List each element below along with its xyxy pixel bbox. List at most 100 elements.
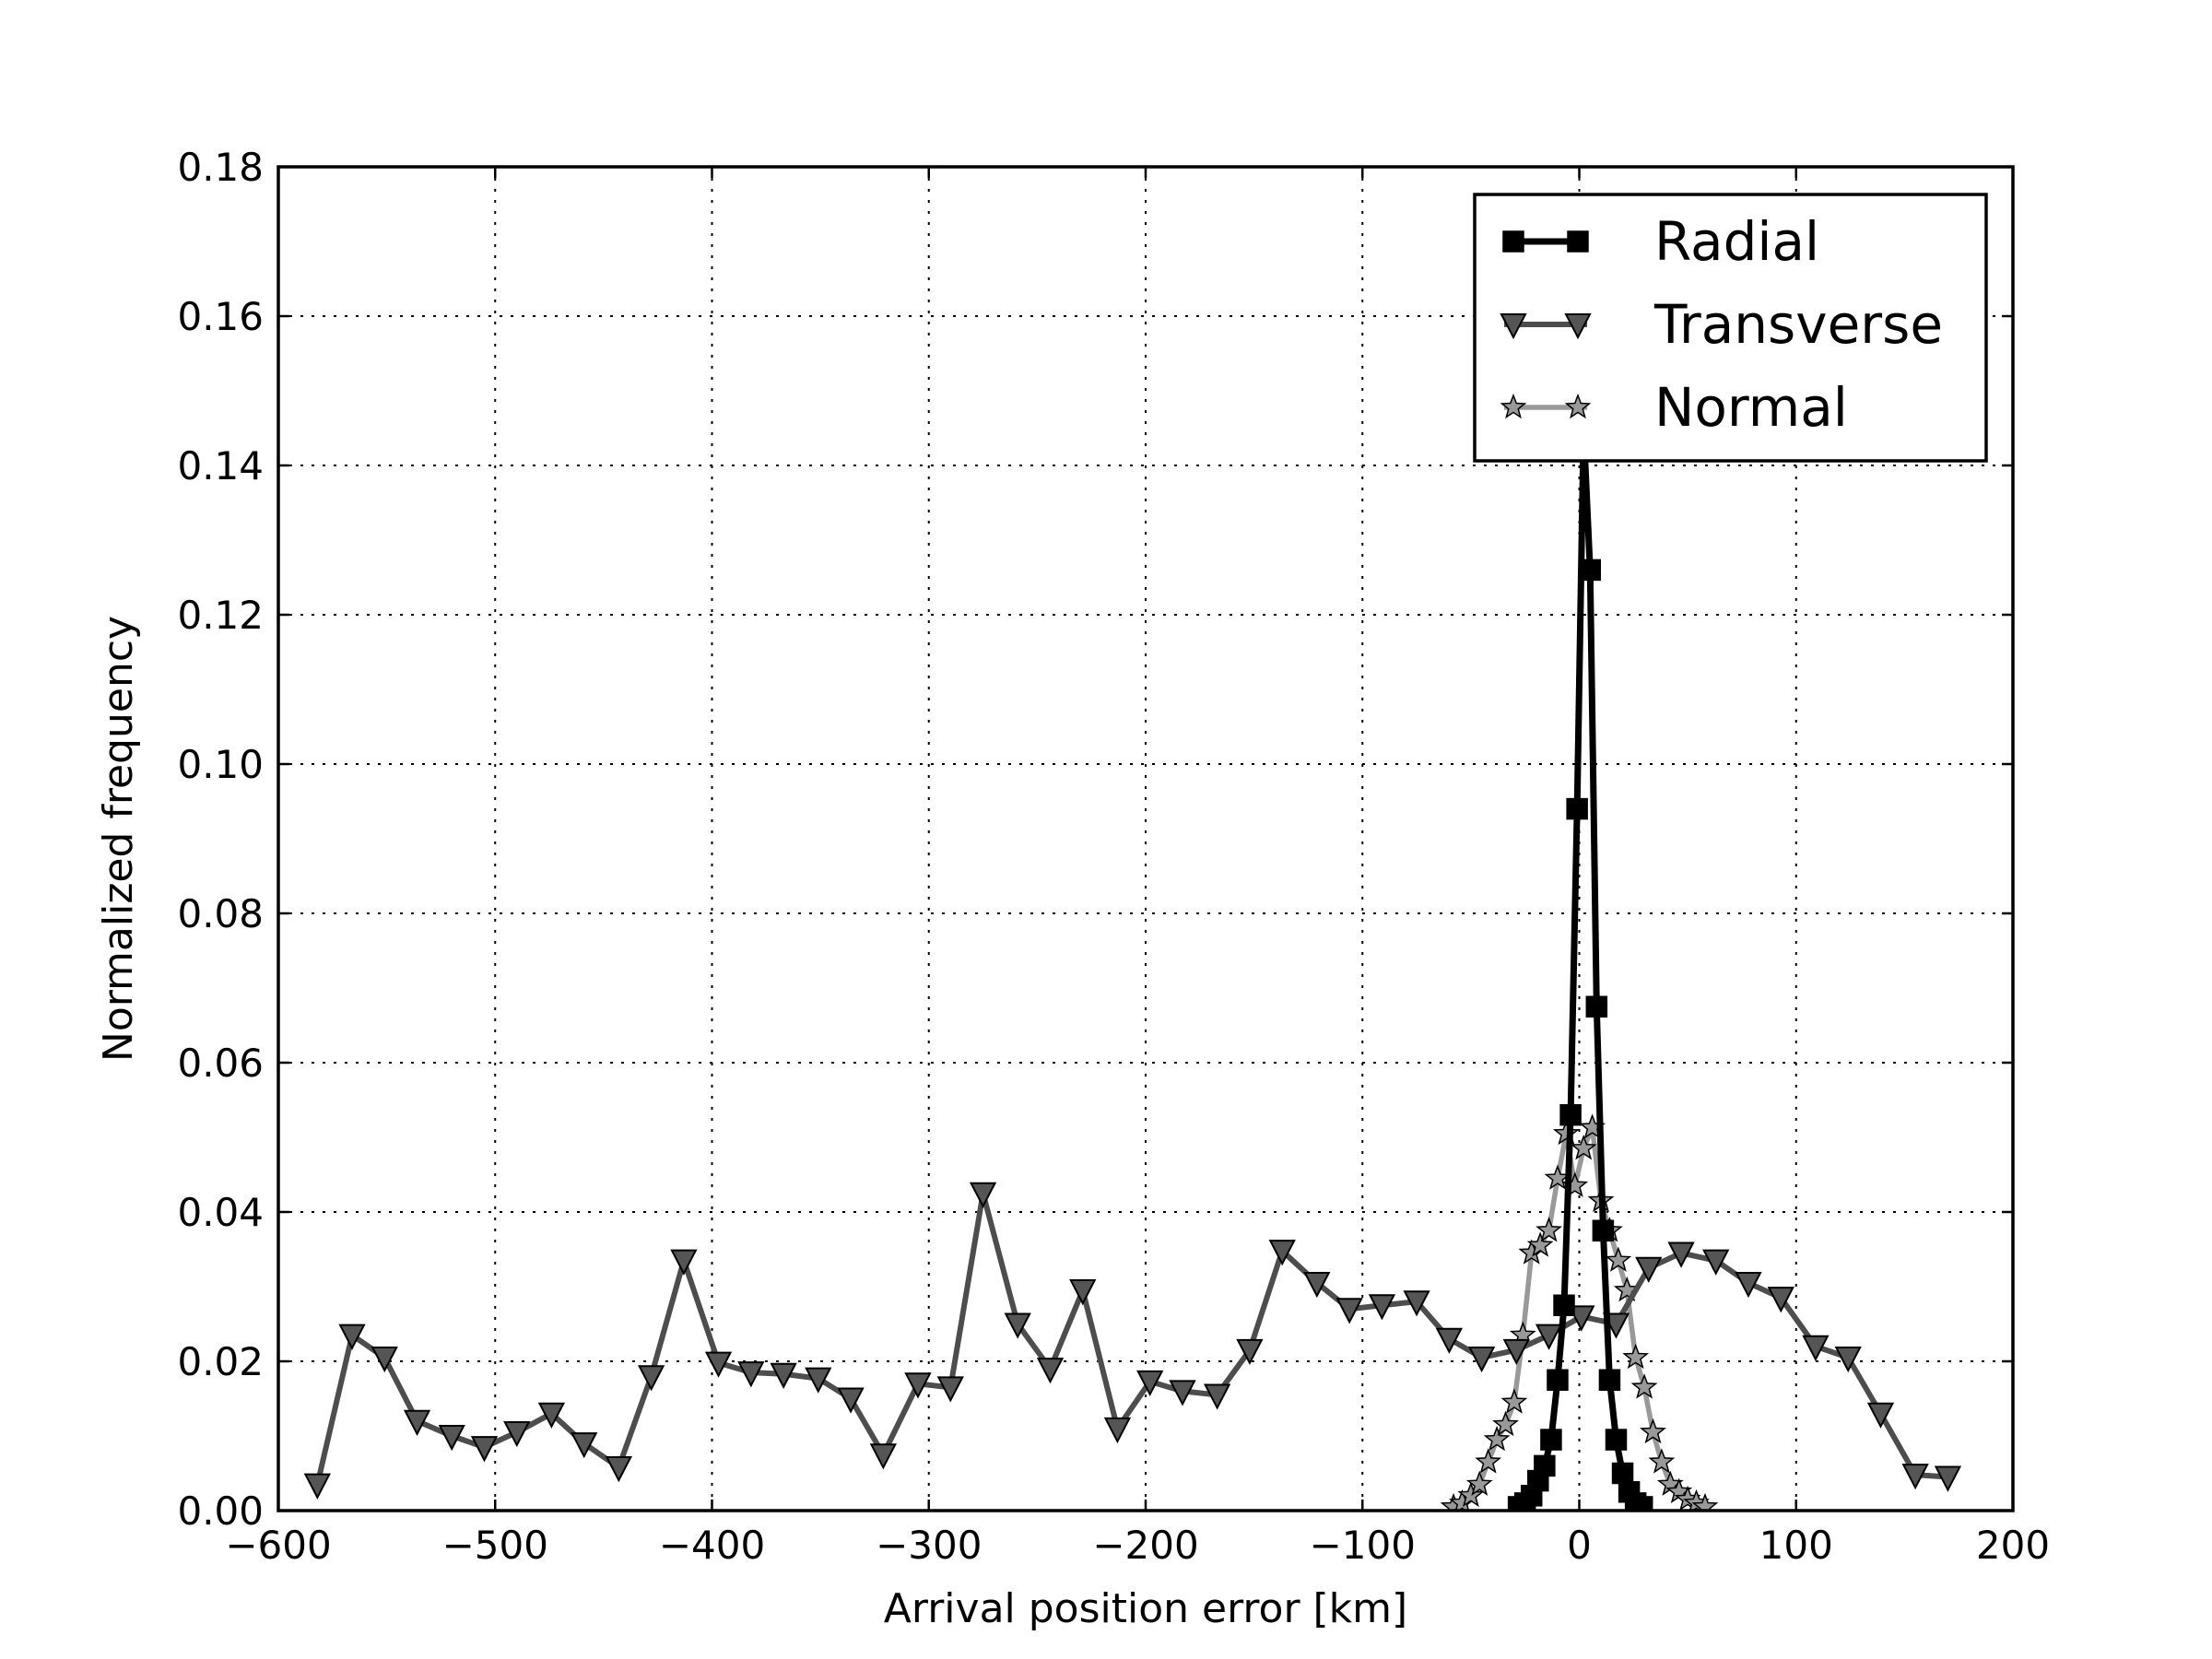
data-point-normal (1526, 1231, 1554, 1257)
data-point-transverse (1834, 1346, 1862, 1373)
x-tick-label: −400 (659, 1523, 765, 1568)
legend-label: Normal (1654, 376, 1848, 439)
data-point-transverse (503, 1420, 531, 1448)
data-point-transverse (670, 1249, 698, 1276)
data-point-transverse (936, 1376, 964, 1403)
data-point-transverse (371, 1346, 398, 1373)
data-point-transverse (1467, 1346, 1496, 1373)
data-point-normal (1465, 1470, 1493, 1496)
data-point-transverse (904, 1372, 932, 1399)
data-point-normal (1492, 1410, 1519, 1437)
data-point-transverse (1236, 1338, 1264, 1366)
data-point-transverse (869, 1443, 897, 1470)
data-point-transverse (1702, 1249, 1730, 1276)
data-point-transverse (303, 1473, 331, 1500)
data-point-normal (1648, 1448, 1676, 1474)
y-tick-label: 0.12 (177, 593, 264, 638)
x-tick-label: −300 (876, 1523, 982, 1568)
data-point-normal (1622, 1343, 1650, 1370)
data-point-transverse (1368, 1294, 1396, 1321)
data-point-normal (1475, 1448, 1502, 1474)
y-tick-label: 0.06 (177, 1041, 264, 1086)
data-point-normal (1457, 1481, 1485, 1508)
data-point-transverse (1735, 1271, 1762, 1299)
data-point-transverse (737, 1361, 765, 1388)
legend-entry-radial: Radial (1502, 210, 1819, 273)
data-point-transverse (837, 1387, 865, 1414)
data-point-radial (1540, 1429, 1562, 1451)
series-transverse (303, 1182, 1962, 1500)
series-layer (303, 417, 1962, 1511)
data-point-transverse (1767, 1287, 1794, 1313)
legend-marker (1502, 230, 1524, 253)
data-point-normal (1605, 1246, 1632, 1272)
data-point-normal (1535, 1217, 1562, 1242)
data-point-transverse (1802, 1335, 1830, 1361)
x-tick-label: −200 (1092, 1523, 1198, 1568)
legend-marker (1564, 393, 1592, 419)
x-tick-labels: −600 −500 −400 −300 −200 −100 0 100 200 (225, 1523, 2050, 1568)
data-point-transverse (704, 1351, 733, 1378)
data-point-transverse (1169, 1380, 1196, 1406)
data-point-transverse (1502, 1338, 1530, 1366)
data-point-normal (1640, 1418, 1666, 1444)
data-point-normal (1570, 1135, 1597, 1160)
x-tick-label: 200 (1976, 1523, 2050, 1568)
data-point-transverse (1535, 1324, 1563, 1350)
data-point-transverse (1069, 1279, 1097, 1306)
y-tick-labels: 0.00 0.02 0.04 0.06 0.08 0.10 0.12 0.14 0.16 0.18 (177, 145, 264, 1534)
data-point-radial (1534, 1454, 1556, 1477)
y-axis-label: Normalized frequency (95, 616, 142, 1062)
data-point-radial (1559, 1103, 1582, 1126)
data-point-transverse (470, 1436, 499, 1463)
legend-entry-normal: Normal (1500, 376, 1848, 439)
y-tick-label: 0.02 (177, 1339, 264, 1384)
data-point-transverse (1934, 1465, 1962, 1492)
y-tick-label: 0.00 (177, 1488, 264, 1534)
data-point-transverse (637, 1365, 665, 1392)
data-point-transverse (1103, 1417, 1132, 1444)
data-point-transverse (1568, 1305, 1595, 1332)
legend-marker (1500, 393, 1527, 419)
data-point-radial (1553, 1294, 1575, 1316)
x-axis-label: Arrival position error [km] (884, 1585, 1407, 1632)
data-point-radial (1611, 1462, 1634, 1485)
data-point-transverse (571, 1432, 598, 1459)
data-point-normal (1483, 1425, 1511, 1452)
legend: Radial Transverse Normal (1473, 193, 1988, 463)
series-radial (1507, 417, 1653, 1511)
data-point-transverse (1268, 1240, 1296, 1266)
x-tick-label: 100 (1759, 1523, 1833, 1568)
y-tick-label: 0.04 (177, 1190, 264, 1235)
x-tick-label: −600 (225, 1523, 331, 1568)
data-point-transverse (1435, 1327, 1463, 1354)
data-point-transverse (1036, 1358, 1065, 1384)
x-tick-label: −500 (442, 1523, 548, 1568)
data-point-transverse (770, 1362, 797, 1389)
data-point-radial (1605, 1429, 1628, 1451)
data-point-normal (1630, 1373, 1658, 1399)
data-point-normal (1553, 1119, 1580, 1146)
legend-entries: Radial Transverse Normal (1500, 210, 1943, 439)
y-tick-label: 0.18 (177, 145, 264, 190)
y-tick-label: 0.08 (177, 891, 264, 936)
data-point-transverse (537, 1402, 566, 1429)
data-point-radial (1585, 995, 1608, 1018)
tick-marks (276, 165, 2015, 1512)
legend-entry-transverse: Transverse (1500, 293, 1943, 356)
x-tick-label: −100 (1310, 1523, 1416, 1568)
data-point-transverse (1136, 1370, 1164, 1397)
data-point-transverse (1866, 1402, 1895, 1429)
data-point-transverse (438, 1425, 465, 1452)
data-point-normal (1500, 1388, 1528, 1414)
data-point-radial (1547, 1369, 1569, 1391)
data-point-transverse (1303, 1271, 1331, 1299)
data-point-transverse (338, 1324, 366, 1350)
data-point-radial (1566, 797, 1588, 820)
data-point-radial (1598, 1369, 1621, 1391)
y-tick-label: 0.14 (177, 443, 264, 488)
data-point-radial (1630, 1496, 1653, 1511)
legend-marker (1500, 313, 1527, 340)
